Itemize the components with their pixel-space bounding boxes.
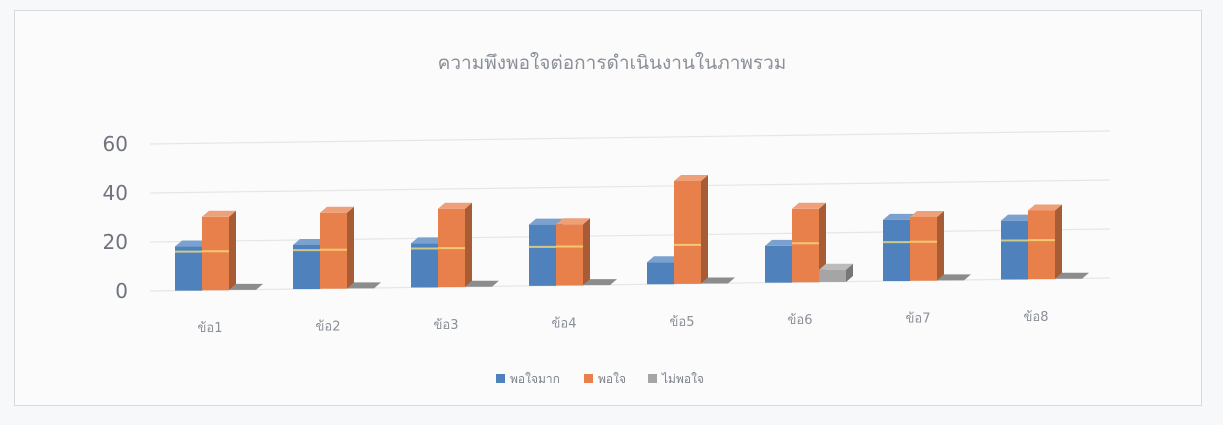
chart-frame: [14, 10, 1202, 406]
bar-zero-slab: [701, 277, 735, 284]
bar-พอใจ-ข้อ3: [438, 202, 472, 288]
bar-front-face: [175, 246, 202, 291]
bar-ไม่พอใจ-ข้อ4: [583, 279, 617, 286]
y-tick-label: 0: [115, 279, 128, 303]
bar-ไม่พอใจ-ข้อ1: [229, 283, 263, 290]
y-tick-label: 20: [103, 230, 128, 254]
bar-พอใจ-ข้อ7: [910, 211, 944, 281]
x-tick-label: ข้อ3: [434, 318, 459, 333]
bar-side-face: [1055, 204, 1062, 280]
bar-front-face: [819, 269, 846, 282]
x-tick-label: ข้อ6: [788, 313, 813, 328]
bar-พอใจ-ข้อ1: [202, 210, 236, 291]
x-tick-label: ข้อ4: [552, 316, 577, 331]
bar-พอใจ-ข้อ6: [792, 202, 826, 283]
y-tick-label: 60: [103, 132, 128, 156]
bar-top-face: [529, 218, 563, 225]
bar-top-face: [883, 213, 917, 220]
bar-front-face: [792, 208, 819, 283]
bar-front-face: [674, 181, 701, 284]
bar-top-face: [438, 202, 472, 209]
bar-zero-slab: [937, 274, 971, 281]
bar-ไม่พอใจ-ข้อ2: [347, 282, 381, 289]
x-tick-label: ข้อ5: [670, 315, 695, 330]
bar-side-face: [347, 206, 354, 289]
legend: พอใจมาก พอใจ ไม่พอใจ: [496, 372, 704, 386]
bar-top-face: [556, 218, 590, 225]
bar-front-face: [883, 219, 910, 282]
bar-ไม่พอใจ-ข้อ6: [819, 263, 853, 282]
bar-front-face: [1028, 210, 1055, 280]
bar-front-face: [556, 224, 583, 286]
bar-zero-slab: [583, 279, 617, 286]
gridline-20: [149, 228, 1111, 243]
bar-zero-slab: [465, 280, 499, 287]
bar-side-face: [583, 218, 590, 286]
legend-label: พอใจมาก: [510, 372, 560, 386]
bar-zero-slab: [229, 283, 263, 290]
legend-label: ไม่พอใจ: [661, 372, 704, 386]
bar-top-face: [765, 239, 799, 246]
legend-swatch: [648, 374, 657, 383]
bar-top-face: [320, 206, 354, 213]
bar-top-face: [202, 210, 236, 217]
bar-zero-slab: [347, 282, 381, 289]
x-tick-label: ข้อ8: [1024, 310, 1049, 325]
bar-พอใจ-ข้อ8: [1028, 204, 1062, 280]
bar-front-face: [320, 212, 347, 289]
y-tick-label: 40: [103, 181, 128, 205]
bar-front-face: [411, 243, 438, 288]
bar-พอใจ-ข้อ4: [556, 218, 590, 286]
gridline-60: [149, 130, 1111, 145]
bar-side-face: [465, 202, 472, 288]
bar-top-face: [910, 211, 944, 218]
bar-พอใจ-ข้อ2: [320, 206, 354, 289]
bar-ไม่พอใจ-ข้อ8: [1055, 272, 1089, 279]
y-axis-ticks: 0 20 40 60: [103, 132, 128, 303]
legend-swatch: [584, 374, 593, 383]
bar-ไม่พอใจ-ข้อ5: [701, 277, 735, 284]
legend-label: พอใจ: [598, 372, 626, 386]
bar-top-face: [819, 263, 853, 270]
bar-พอใจมาก-ข้อ7: [883, 213, 917, 282]
highlight-band: [175, 239, 1055, 253]
gridline-40: [149, 179, 1111, 194]
bar-ไม่พอใจ-ข้อ7: [937, 274, 971, 281]
bar-ไม่พอใจ-ข้อ3: [465, 280, 499, 287]
bar-side-face: [846, 263, 853, 282]
bar-front-face: [910, 217, 937, 281]
bar-front-face: [529, 224, 556, 286]
bar-top-face: [175, 240, 209, 247]
bar-side-face: [701, 175, 708, 284]
bar-front-face: [1001, 220, 1028, 280]
bar-front-face: [765, 245, 792, 283]
bar-zero-slab: [1055, 272, 1089, 279]
bar-top-face: [1001, 214, 1035, 221]
bar-top-face: [647, 256, 681, 263]
bar-side-face: [937, 211, 944, 281]
bar-side-face: [229, 210, 236, 291]
bar-top-face: [293, 238, 327, 245]
bars: [175, 175, 1089, 291]
bar-top-face: [674, 175, 708, 182]
bar-front-face: [647, 262, 674, 285]
x-tick-label: ข้อ7: [906, 312, 931, 327]
bar-พอใจ-ข้อ5: [674, 175, 708, 284]
x-tick-label: ข้อ1: [198, 321, 223, 336]
chart-title: ความพึงพอใจต่อการดำเนินงานในภาพรวม: [438, 52, 787, 74]
bar-top-face: [792, 202, 826, 209]
x-axis-ticks: ข้อ1 ข้อ2 ข้อ3 ข้อ4 ข้อ5 ข้อ6 ข้อ7 ข้อ8: [198, 310, 1049, 336]
bar-front-face: [202, 216, 229, 291]
x-tick-label: ข้อ2: [316, 320, 341, 335]
bar-top-face: [411, 237, 445, 244]
bar-side-face: [819, 202, 826, 283]
legend-swatch: [496, 374, 505, 383]
bar-front-face: [293, 244, 320, 290]
bar-top-face: [1028, 204, 1062, 211]
